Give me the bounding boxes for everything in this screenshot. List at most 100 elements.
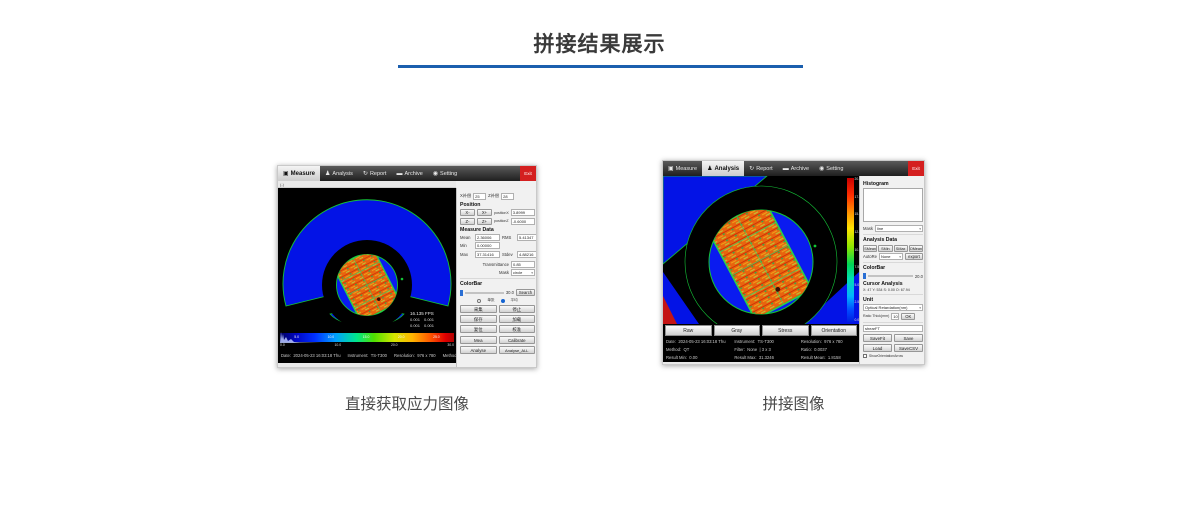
min-label: Min (460, 243, 467, 248)
tab-setting[interactable]: ◉ Setting (814, 161, 848, 176)
search-button[interactable]: Search (516, 289, 535, 296)
tab-archive[interactable]: ▬ Archive (778, 161, 814, 176)
colorbar-slider[interactable]: 30.0 Search (460, 289, 535, 296)
position-x-value[interactable]: 3.8999 (510, 209, 535, 216)
comp-x-input[interactable]: 25 (473, 192, 487, 200)
autore-dropdown[interactable]: None ▾ (878, 253, 903, 260)
savefit-button[interactable]: SaveFit (863, 333, 892, 342)
grid-button-1[interactable]: 停止 (498, 305, 535, 313)
grid-button-4[interactable]: 复位 (460, 325, 497, 333)
grid-button-5[interactable]: 校准 (498, 325, 535, 333)
unit-dropdown[interactable]: Optical Retardation(nm) ▾ (863, 304, 923, 311)
exit-button[interactable]: Exit (908, 161, 924, 176)
show-orientation-checkbox[interactable] (863, 353, 867, 358)
gray-button[interactable]: Gray (713, 325, 760, 336)
fps-value: 16.135 FPS (410, 311, 434, 316)
grid-button-3[interactable]: 加载 (498, 315, 535, 323)
status-cell: Result Min: 0.00 (666, 354, 698, 360)
smean-button[interactable]: SMean (863, 244, 878, 252)
vertical-colorbar-ticks: 20.0 17.5 15.0 12.5 10.0 7.5 5.0 2.5 0.0 (855, 177, 868, 322)
analyse-all-button[interactable]: Analyse_ALL (498, 346, 535, 354)
status-bar: Date: 2024-05-23 16:03:18 Thu Instrument… (278, 348, 466, 363)
ratio-thick-label: Ratio Thick(mm) (863, 314, 890, 318)
raw-button[interactable]: Raw (665, 325, 712, 336)
vbar-tick: 7.5 (854, 265, 860, 270)
tab-analysis-label: Analysis (714, 165, 740, 172)
mea-button[interactable]: Mea (460, 336, 497, 344)
position-z-value[interactable]: -0.6000 (510, 217, 535, 225)
smax-button[interactable]: SMax (893, 244, 908, 252)
mask-dropdown[interactable]: line ▾ (875, 225, 923, 232)
colorbar-tick: 0.0 (280, 343, 285, 347)
comp-z-input[interactable]: 28 (501, 192, 515, 200)
radio-average[interactable] (500, 298, 505, 303)
position-x-label: positionX (494, 210, 509, 215)
exit-button[interactable]: Exit (520, 166, 536, 181)
histogram-spikes (280, 332, 322, 343)
z-minus-button[interactable]: Z- (460, 217, 475, 225)
mask-value: line (877, 225, 884, 231)
chevron-down-icon: ▾ (531, 270, 533, 275)
analysis-data-title: Analysis Data (863, 237, 898, 243)
measure-data-title: Measure Data (460, 226, 494, 233)
z-plus-button[interactable]: Z+ (477, 217, 492, 225)
measure-window: ▣ Measure ♟ Analysis ↻ Report ▬ Archive … (277, 165, 537, 368)
radio-single[interactable] (477, 298, 482, 303)
status-grid: Date: 2024-05-23 16:03:18 Thu Instrument… (663, 337, 859, 362)
tabbar-spacer (462, 166, 520, 181)
unit-title: Unit (863, 297, 874, 303)
colorbar-slider[interactable]: 20.0 (863, 273, 923, 279)
savecsv-button[interactable]: SaveCSV (894, 343, 923, 352)
slider-handle[interactable] (460, 289, 463, 296)
slider-track[interactable] (465, 291, 504, 294)
smin-button[interactable]: SMin (878, 244, 893, 252)
status-cell: Result Max: 31.3246 (734, 354, 774, 360)
setting-icon: ◉ (819, 165, 825, 172)
ratio-thick-input[interactable]: 10 (891, 312, 900, 320)
tab-measure[interactable]: ▣ Measure (278, 166, 321, 181)
tab-report[interactable]: ↻ Report (744, 161, 778, 176)
grid-button-0[interactable]: 采集 (460, 305, 497, 313)
calibrate-button[interactable]: Calibrate (498, 336, 535, 344)
colorbar-label: 5.0 (294, 335, 299, 339)
status-cell: Method: QT (666, 346, 690, 352)
measure-tabbar: ▣ Measure ♟ Analysis ↻ Report ▬ Archive … (278, 166, 536, 181)
rms-value: 5.41347 (517, 233, 536, 241)
colorbar-label: 15.0 (362, 335, 370, 339)
x-plus-button[interactable]: X+ (477, 209, 492, 216)
tab-setting[interactable]: ◉ Setting (428, 166, 462, 181)
tab-report[interactable]: ↻ Report (358, 166, 392, 181)
load-button[interactable]: Load (863, 343, 892, 352)
min-value: 0.00000 (475, 242, 500, 249)
grid-button-2[interactable]: 保存 (460, 315, 497, 323)
cursor-analysis-title: Cursor Analysis (863, 281, 903, 287)
x-minus-button[interactable]: X- (460, 209, 475, 216)
ok-button[interactable]: OK (901, 312, 916, 320)
tab-analysis[interactable]: ♟ Analysis (320, 166, 358, 181)
fps-overlay: 16.135 FPS 0.001 0.001 0.001 0.001 (410, 311, 438, 329)
colorbar-max-value: 30.0 (505, 290, 514, 295)
tab-archive[interactable]: ▬ Archive (391, 166, 427, 181)
slider-track[interactable] (868, 275, 913, 277)
analyse-button[interactable]: Analyse (460, 346, 497, 354)
measure-icon: ▣ (668, 165, 674, 172)
colorbar-label: 10.0 (327, 335, 335, 339)
slider-handle[interactable] (863, 273, 866, 279)
status-cell: Ratio: 0.0037 (800, 346, 827, 352)
vbar-tick: 15.0 (854, 212, 861, 217)
orientation-button[interactable]: Orientation (810, 325, 857, 336)
report-icon: ↻ (362, 170, 368, 177)
transmittance-input[interactable]: 0.85 (511, 260, 535, 268)
tab-measure[interactable]: ▣ Measure (663, 161, 702, 176)
omean-button[interactable]: OMean (908, 244, 923, 252)
export-button[interactable]: export (905, 253, 923, 260)
chevron-down-icon: ▾ (899, 254, 901, 259)
tab-analysis[interactable]: ♟ Analysis (702, 161, 745, 176)
mask-dropdown[interactable]: circle ▾ (511, 269, 535, 276)
status-cell: Result Mean: 1.8158 (800, 354, 841, 360)
save-button[interactable]: Save (894, 333, 923, 342)
radio-single-label: 单张 (487, 298, 495, 302)
stress-button[interactable]: Stress (762, 325, 809, 336)
analysis-icon: ♟ (707, 165, 713, 172)
shear-input[interactable]: shearFT (863, 324, 923, 332)
